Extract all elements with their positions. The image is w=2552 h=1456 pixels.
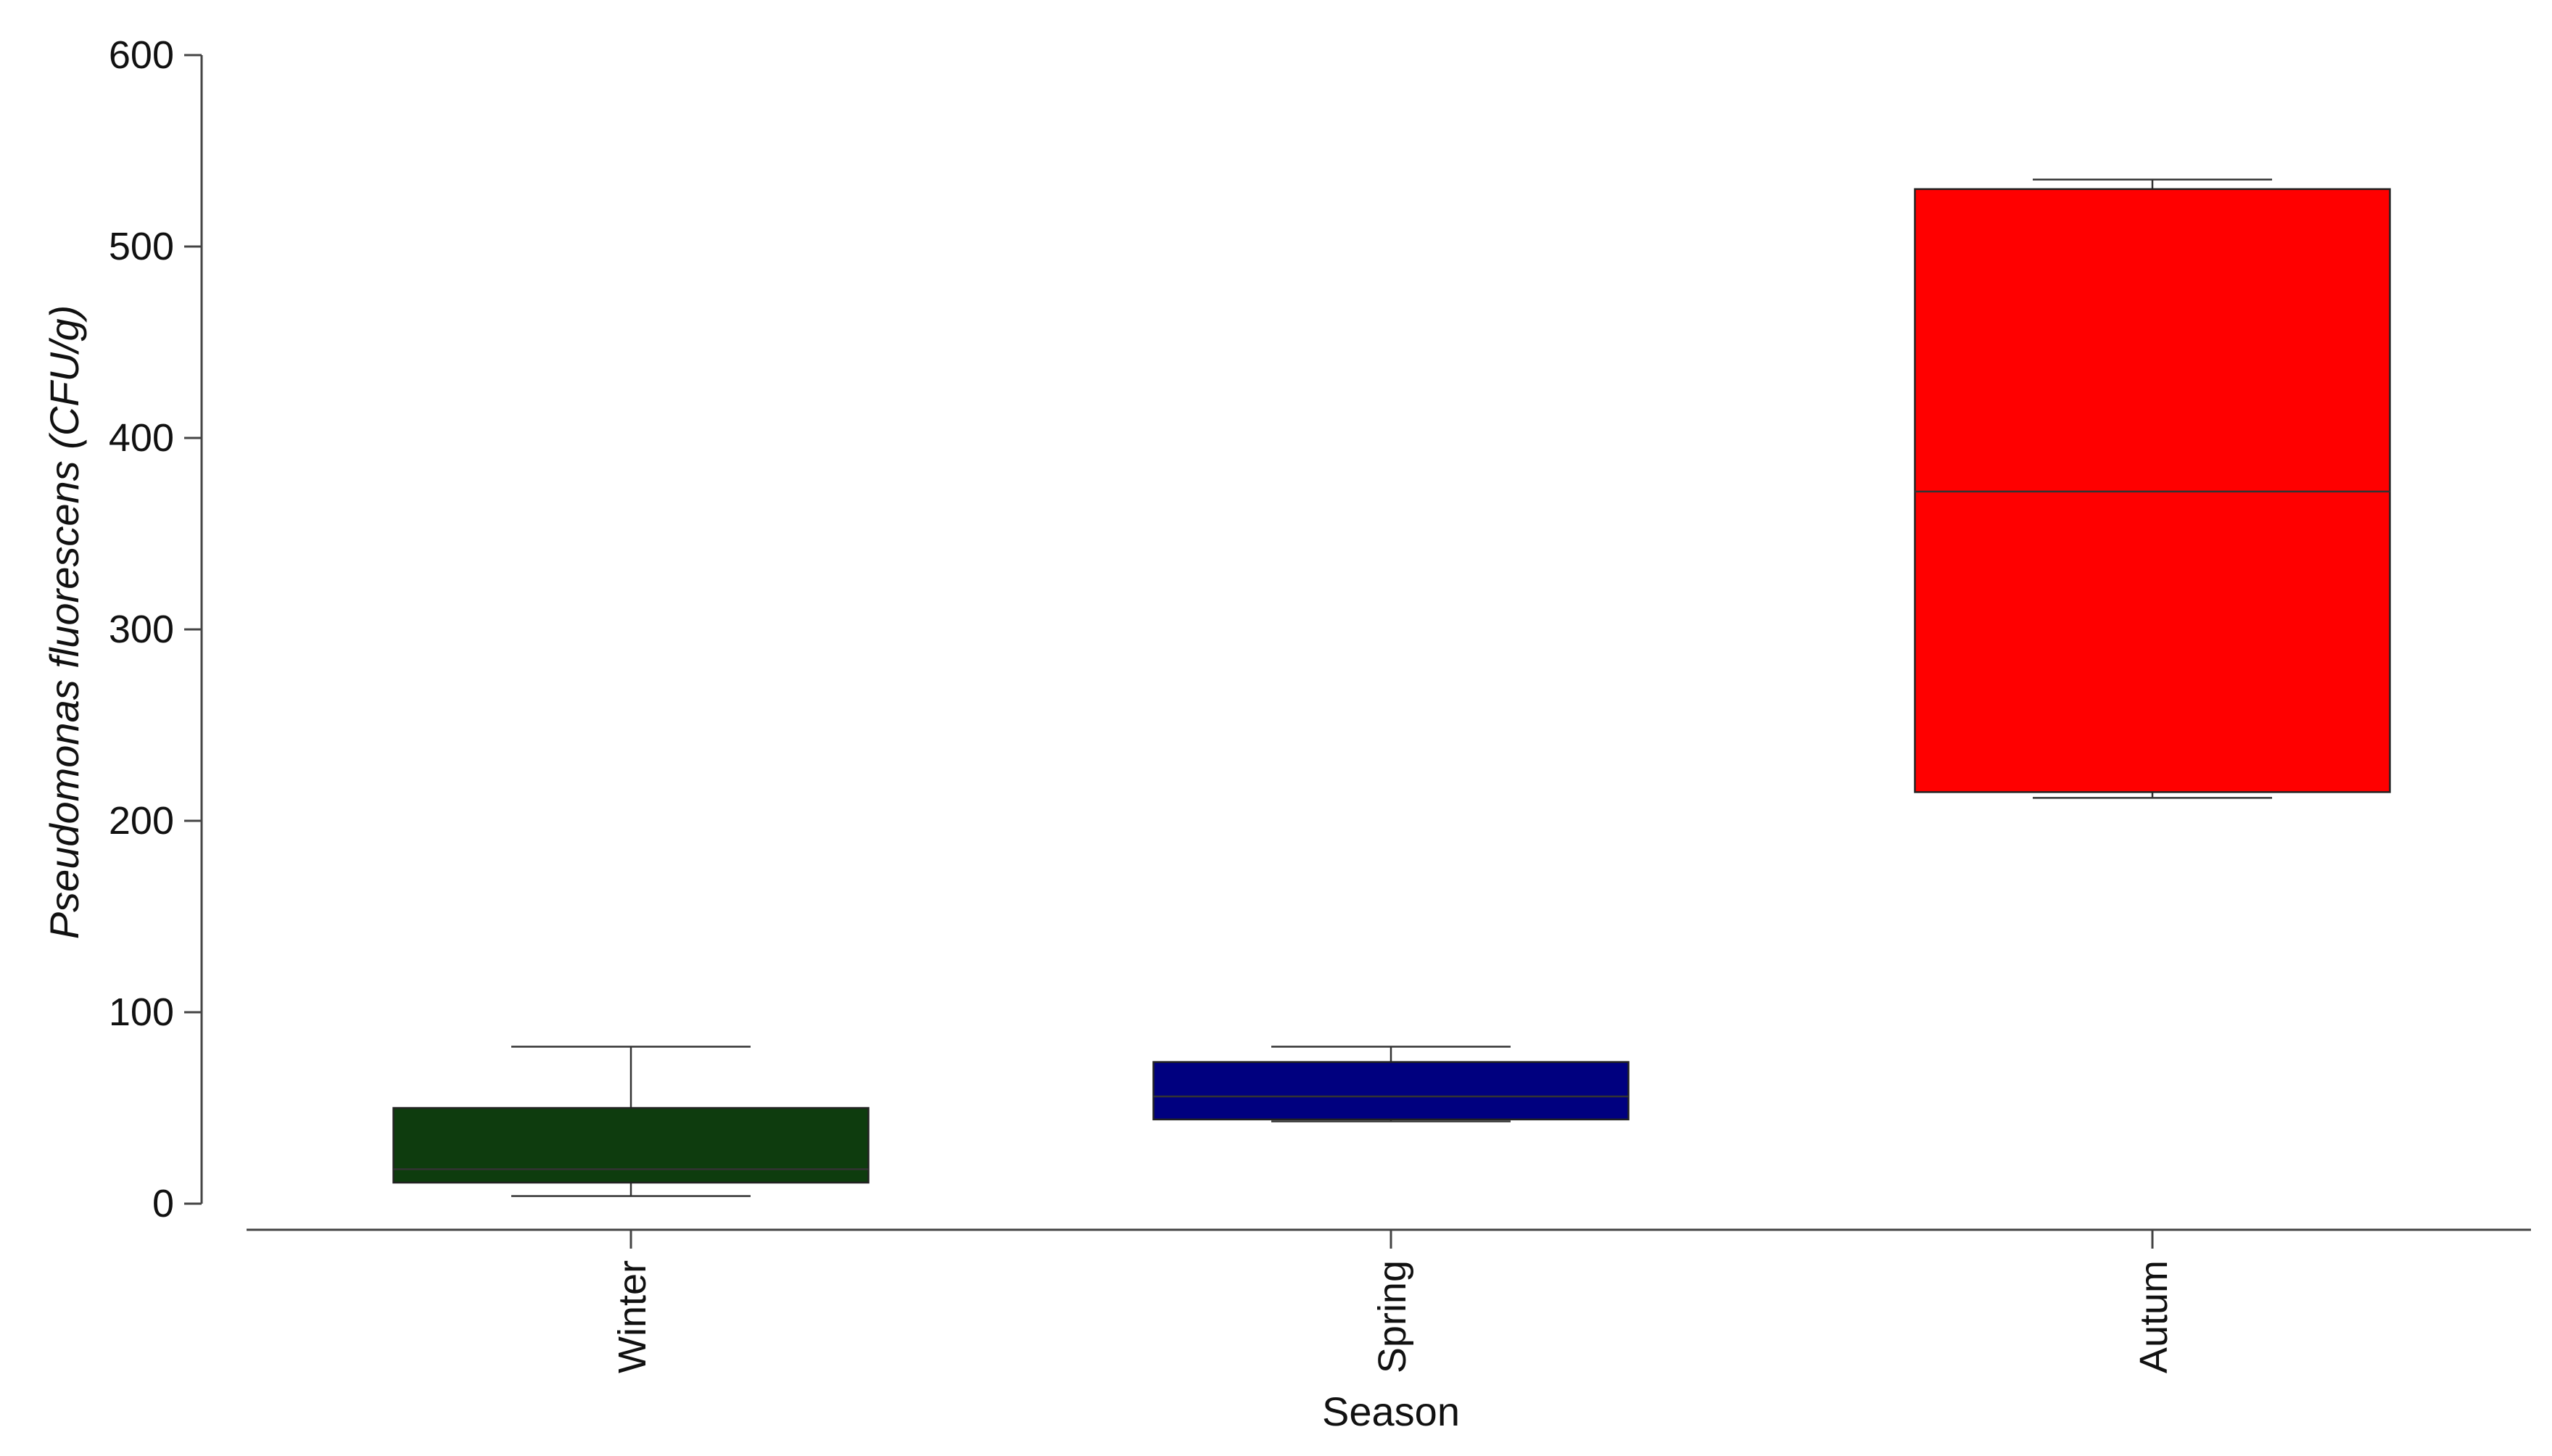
y-axis-title: Pseudomonas fluorescens (CFU/g) (41, 305, 87, 940)
x-category-label: Autum (2132, 1260, 2176, 1373)
box-body (1914, 188, 2391, 793)
y-tick-label: 100 (109, 990, 174, 1034)
y-tick-label: 0 (152, 1182, 174, 1225)
box-spring (1152, 1046, 1630, 1122)
box-body (1152, 1061, 1630, 1121)
y-ticks: 0 100 200 300 400 500 600 (109, 33, 202, 1225)
y-tick-label: 400 (109, 416, 174, 460)
x-ticks: Winter Spring Autum (611, 1230, 2176, 1373)
x-category-label: Spring (1371, 1260, 1414, 1373)
box-autum (1914, 178, 2391, 799)
y-tick-label: 600 (109, 33, 174, 77)
x-category-label: Winter (611, 1260, 654, 1373)
boxes (392, 178, 2391, 1197)
box-body (392, 1107, 870, 1184)
y-tick-label: 300 (109, 608, 174, 651)
x-axis-title: Season (1322, 1389, 1460, 1434)
y-tick-label: 200 (109, 799, 174, 843)
y-tick-label: 500 (109, 225, 174, 268)
box-winter (392, 1046, 870, 1197)
